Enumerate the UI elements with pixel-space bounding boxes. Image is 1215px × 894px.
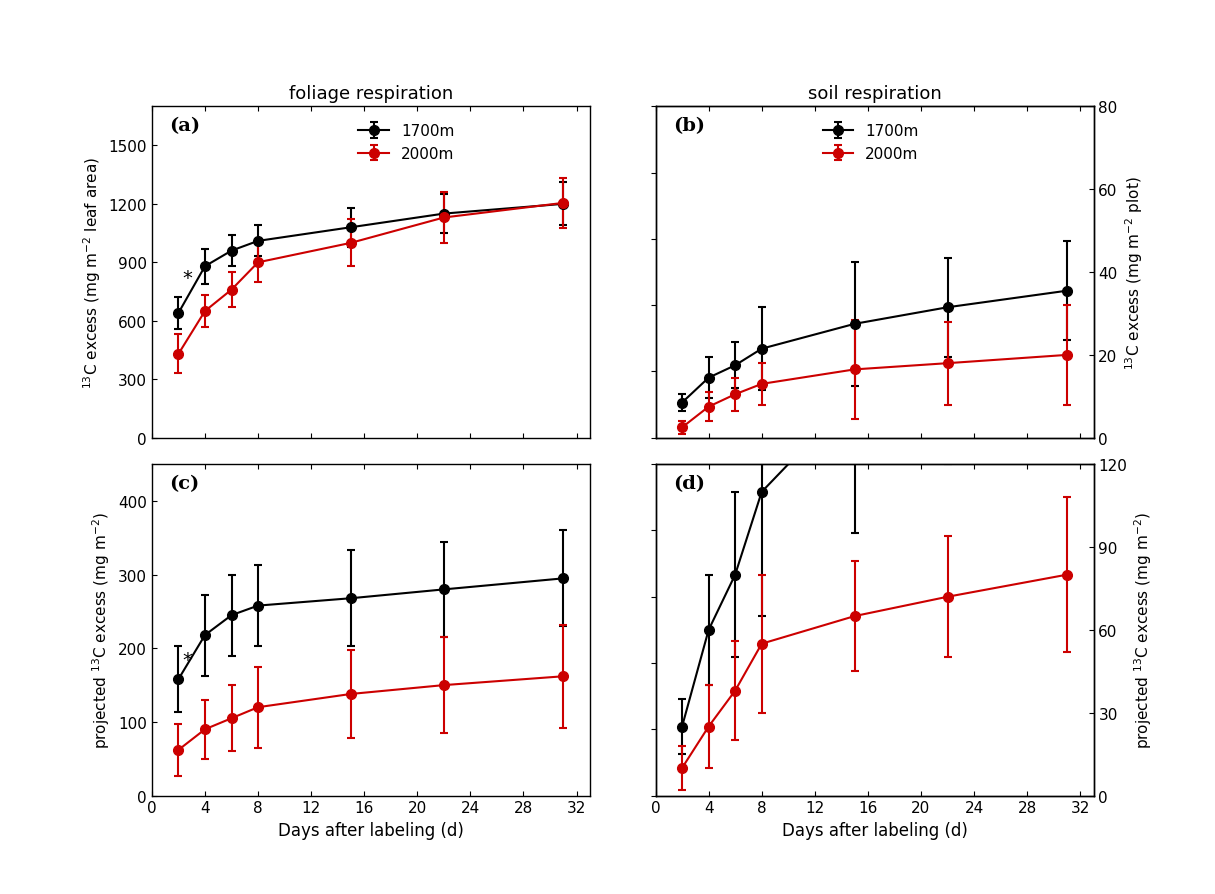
Text: (d): (d) bbox=[673, 475, 705, 493]
Legend: 1700m, 2000m: 1700m, 2000m bbox=[816, 118, 925, 168]
Y-axis label: $^{13}$C excess (mg m$^{-2}$ plot): $^{13}$C excess (mg m$^{-2}$ plot) bbox=[1124, 176, 1145, 369]
Y-axis label: projected $^{13}$C excess (mg m$^{-2}$): projected $^{13}$C excess (mg m$^{-2}$) bbox=[91, 512, 113, 748]
Legend: 1700m, 2000m: 1700m, 2000m bbox=[352, 118, 460, 168]
Title: soil respiration: soil respiration bbox=[808, 85, 942, 103]
Title: foliage respiration: foliage respiration bbox=[289, 85, 453, 103]
Text: (a): (a) bbox=[169, 117, 200, 135]
Text: (b): (b) bbox=[673, 117, 705, 135]
Text: *: * bbox=[182, 650, 192, 669]
X-axis label: Days after labeling (d): Days after labeling (d) bbox=[781, 821, 967, 839]
Text: (c): (c) bbox=[169, 475, 199, 493]
Y-axis label: projected $^{13}$C excess (mg m$^{-2}$): projected $^{13}$C excess (mg m$^{-2}$) bbox=[1132, 512, 1154, 748]
Y-axis label: $^{13}$C excess (mg m$^{-2}$ leaf area): $^{13}$C excess (mg m$^{-2}$ leaf area) bbox=[81, 156, 103, 389]
Text: *: * bbox=[182, 269, 192, 288]
X-axis label: Days after labeling (d): Days after labeling (d) bbox=[278, 821, 464, 839]
